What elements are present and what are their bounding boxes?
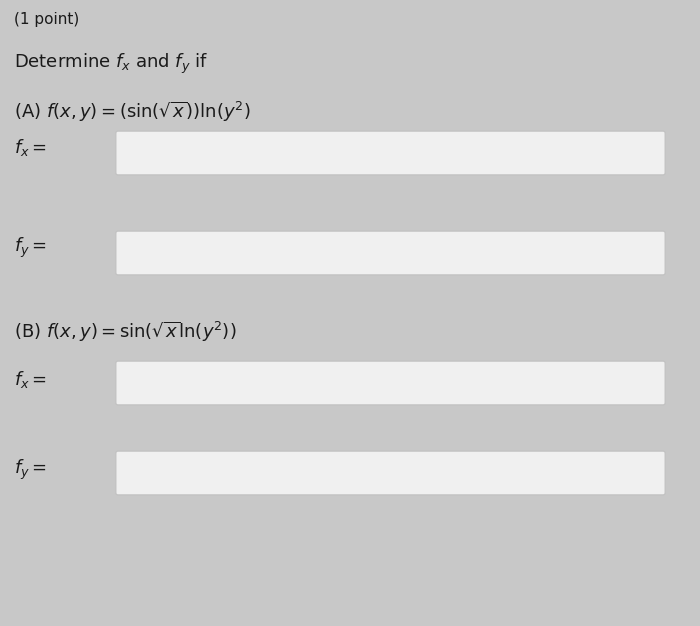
Text: $f_y =$: $f_y =$ [14, 236, 47, 260]
Text: $f_x =$: $f_x =$ [14, 369, 47, 391]
Text: (A) $f(x, y) = (\sin(\sqrt{x}))\ln(y^2)$: (A) $f(x, y) = (\sin(\sqrt{x}))\ln(y^2)$ [14, 100, 251, 124]
Text: (1 point): (1 point) [14, 12, 79, 27]
Text: $f_y =$: $f_y =$ [14, 458, 47, 482]
Text: (B) $f(x, y) = \sin(\sqrt{x}\ln(y^2))$: (B) $f(x, y) = \sin(\sqrt{x}\ln(y^2))$ [14, 320, 237, 344]
Text: Determine $f_x$ and $f_y$ if: Determine $f_x$ and $f_y$ if [14, 52, 209, 76]
Text: $f_x =$: $f_x =$ [14, 138, 47, 158]
